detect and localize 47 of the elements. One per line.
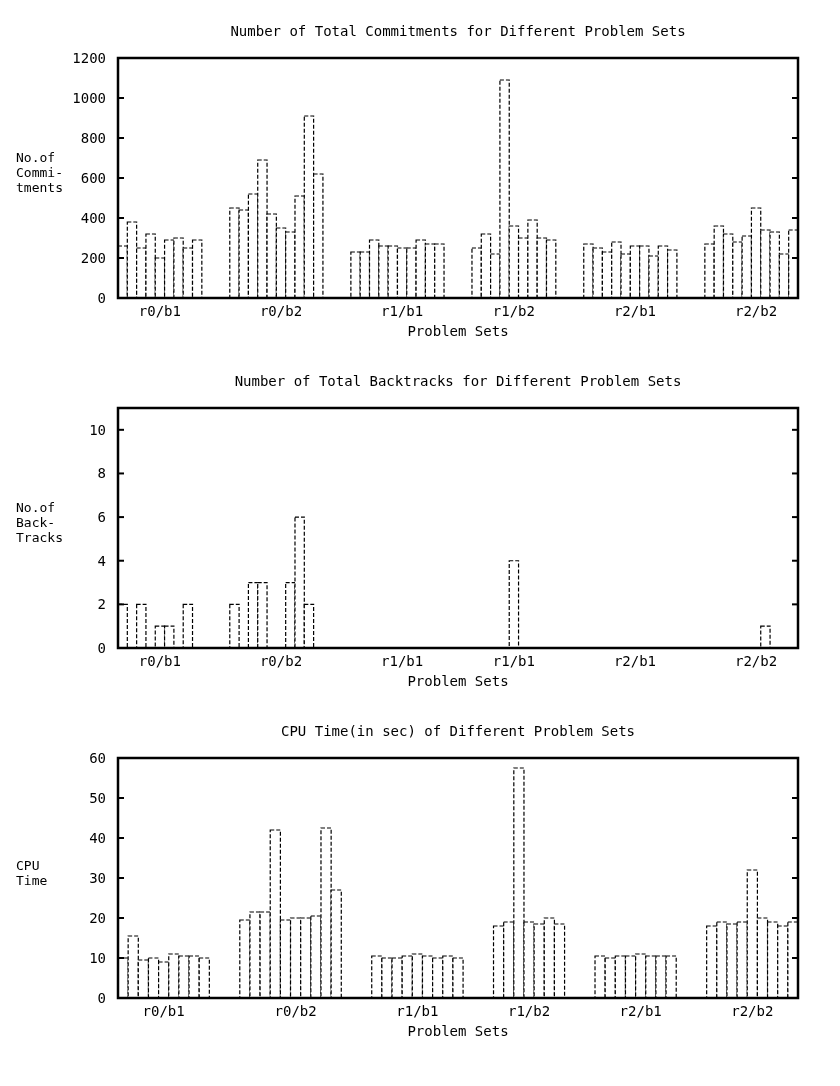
x-tick-label: r2/b2 <box>735 303 778 319</box>
x-axis-title: Problem Sets <box>407 323 509 339</box>
y-tick-label: 1200 <box>72 49 106 66</box>
x-tick-label: r1/b1 <box>381 303 424 319</box>
chart-title: Number of Total Commitments for Different Problem Sets <box>230 23 686 39</box>
y-tick-label: 800 <box>80 129 106 146</box>
x-tick-label: r0/b2 <box>259 653 303 669</box>
y-tick-label: 50 <box>89 789 106 806</box>
x-tick-label: r2/b2 <box>735 653 778 669</box>
x-tick-label: r0/b2 <box>274 1003 317 1019</box>
y-tick-label: 6 <box>97 508 106 525</box>
x-tick-label: r2/b2 <box>731 1003 774 1019</box>
y-axis-title: No.of Commi- tments <box>16 150 63 195</box>
y-tick-label: 10 <box>89 949 106 966</box>
y-tick-label: 60 <box>89 749 106 766</box>
y-tick-label: 200 <box>80 249 106 266</box>
y-tick-label: 8 <box>97 465 106 482</box>
x-tick-label: r2/b1 <box>619 1003 662 1019</box>
y-tick-label: 600 <box>80 169 106 186</box>
chart-title: CPU Time(in sec) of Different Problem Sets <box>280 723 636 739</box>
y-tick-label: 40 <box>89 829 106 846</box>
x-axis-title: Problem Sets <box>407 1023 509 1039</box>
y-tick-label: 20 <box>89 909 106 926</box>
y-tick-label: 0 <box>97 989 106 1006</box>
y-tick-label: 30 <box>89 869 106 886</box>
y-tick-label: 2 <box>97 596 106 613</box>
y-axis-title: CPU Time <box>16 858 48 888</box>
x-tick-label: r1/b1 <box>381 653 424 669</box>
y-tick-label: 10 <box>89 421 106 438</box>
x-tick-label: r1/b1 <box>396 1003 439 1019</box>
x-axis-title: Problem Sets <box>407 673 509 689</box>
y-tick-label: 4 <box>97 552 106 569</box>
x-tick-label: r2/b1 <box>613 303 657 319</box>
y-tick-label: 0 <box>97 639 106 656</box>
x-tick-label: r1/b1 <box>492 653 535 669</box>
x-tick-label: r1/b2 <box>507 1003 551 1019</box>
chart-title: Number of Total Backtracks for Different Problem Sets <box>234 373 682 389</box>
x-tick-label: r0/b1 <box>142 1003 185 1019</box>
y-axis-title: No.of Back- Tracks <box>16 500 63 545</box>
x-tick-label: r1/b2 <box>492 303 535 319</box>
x-tick-label: r2/b1 <box>613 653 657 669</box>
y-tick-label: 0 <box>97 289 106 306</box>
x-tick-label: r0/b2 <box>259 303 303 319</box>
x-tick-label: r0/b1 <box>138 303 181 319</box>
y-tick-label: 1000 <box>72 89 106 106</box>
x-tick-label: r0/b1 <box>138 653 181 669</box>
y-tick-label: 400 <box>80 209 106 226</box>
